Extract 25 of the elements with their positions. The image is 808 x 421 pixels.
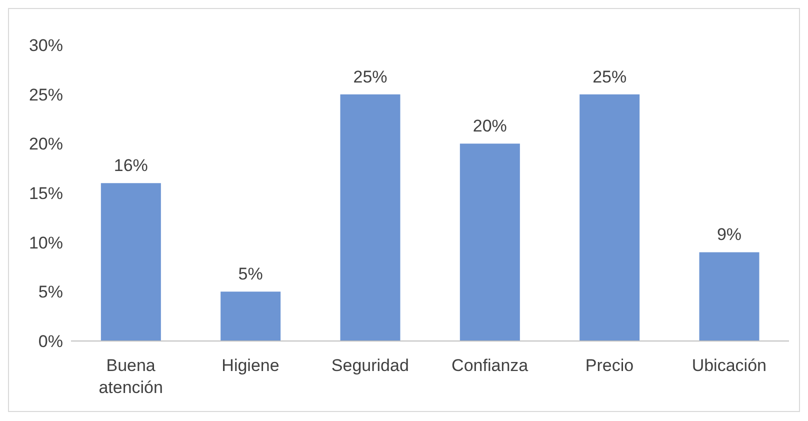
- x-tick-label: Seguridad: [331, 356, 409, 375]
- y-tick-label: 30%: [28, 36, 63, 56]
- y-tick-label: 5%: [38, 282, 63, 302]
- bar: [340, 94, 400, 341]
- data-label: 5%: [238, 264, 263, 284]
- y-tick-label: 10%: [28, 233, 63, 252]
- bar: [580, 94, 640, 341]
- data-label: 16%: [114, 156, 148, 176]
- bar: [699, 252, 760, 341]
- data-label: 9%: [716, 225, 742, 244]
- x-tick-label: Ubicación: [692, 356, 766, 375]
- y-tick-label: 15%: [28, 184, 63, 204]
- bar: [460, 144, 520, 341]
- bar: [220, 292, 281, 341]
- data-label: 25%: [592, 67, 627, 86]
- y-tick-label: 0%: [38, 332, 63, 352]
- x-tick-label: Higiene: [222, 356, 280, 375]
- x-tick-label: Confianza: [452, 356, 529, 375]
- bar: [100, 183, 161, 341]
- x-tick-label: Buena atención: [98, 356, 163, 397]
- data-label: 25%: [353, 67, 388, 86]
- x-tick-label: Precio: [585, 356, 634, 375]
- data-label: 20%: [472, 116, 507, 136]
- y-tick-label: 25%: [28, 85, 63, 104]
- y-tick-label: 20%: [28, 134, 63, 154]
